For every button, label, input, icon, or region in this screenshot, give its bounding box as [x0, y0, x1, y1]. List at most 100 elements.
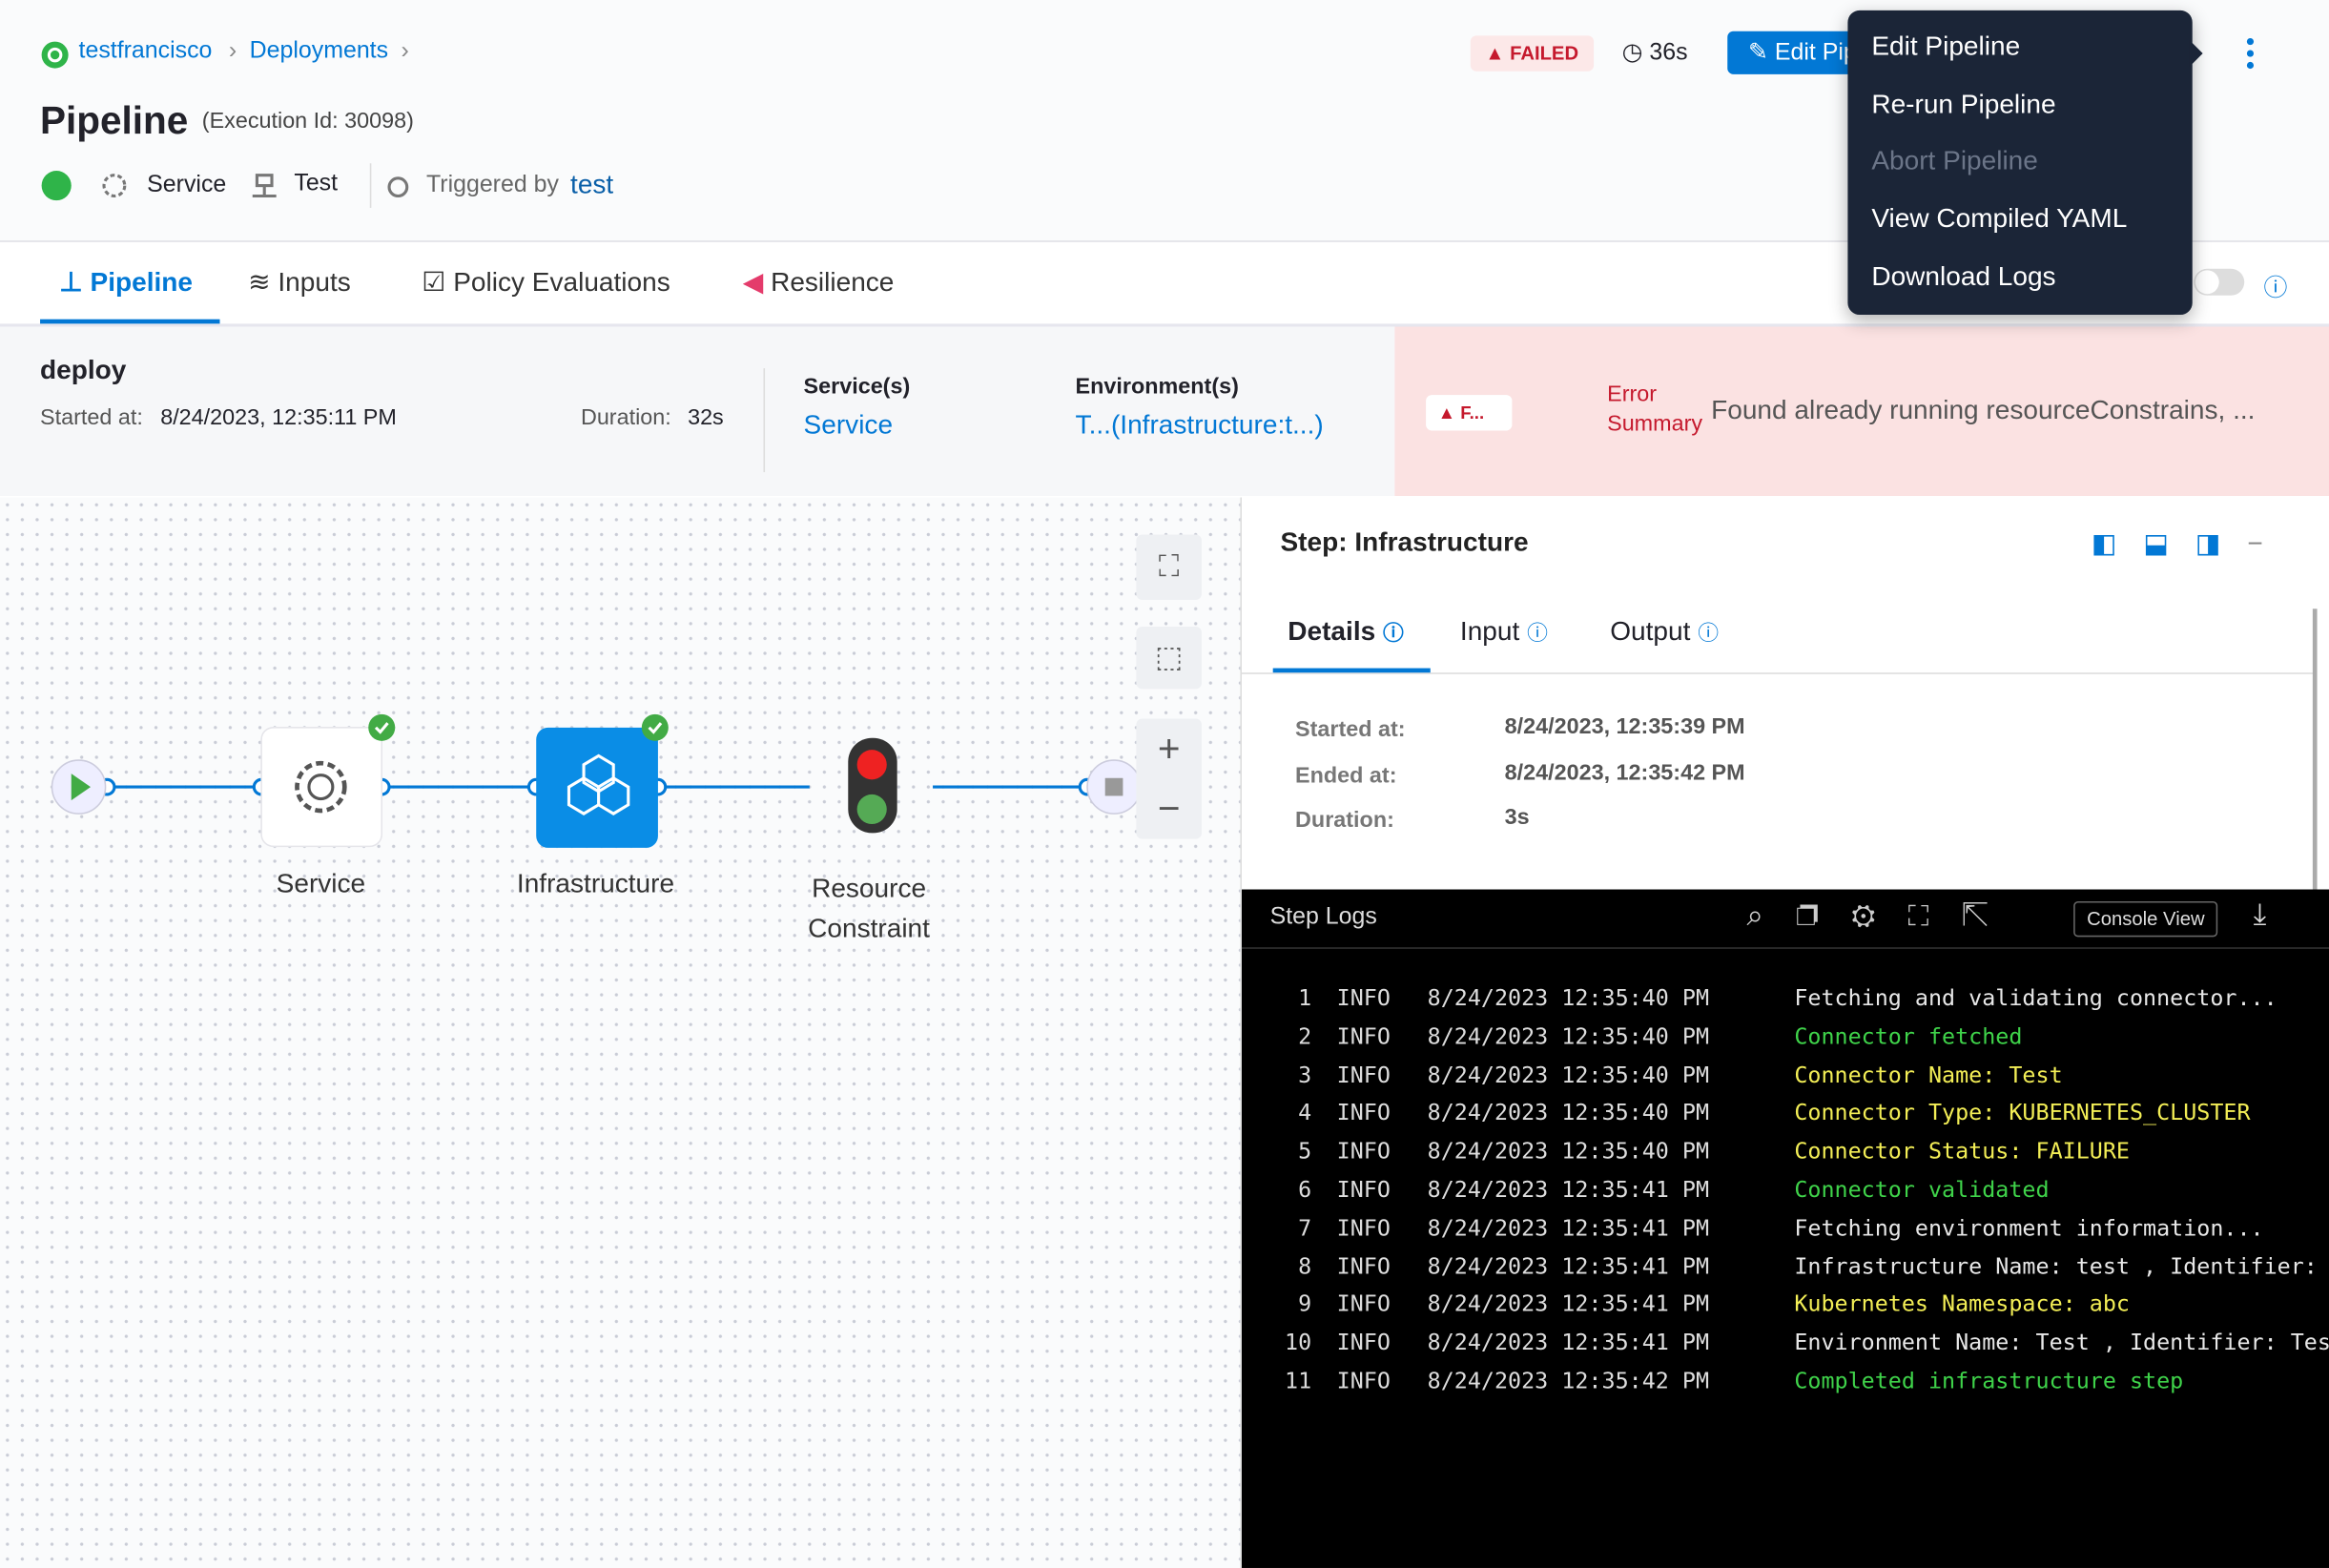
elapsed: ◷ 36s [1622, 37, 1688, 67]
zoom-controls[interactable]: +− [1136, 718, 1202, 838]
tab-indicator [1273, 669, 1431, 673]
step-tab-label: Input [1460, 616, 1519, 646]
log-number: 3 [1263, 1061, 1311, 1087]
step-tab[interactable]: Details ⓘ [1288, 616, 1404, 648]
log-message: Connector Status: FAILURE [1794, 1138, 2130, 1165]
fit-button[interactable]: ⛶ [1136, 534, 1202, 599]
started-value: 8/24/2023, 12:35:11 PM [160, 405, 397, 430]
log-number: 1 [1263, 984, 1311, 1011]
env-name: T... [1076, 410, 1111, 440]
log-time: 8/24/2023 12:35:41 PM [1428, 1214, 1709, 1241]
separator: › [229, 38, 237, 65]
log-level: INFO [1337, 1100, 1391, 1126]
menu-item[interactable]: View Compiled YAML [1871, 203, 2127, 235]
toggle[interactable] [2194, 269, 2244, 296]
divider [1242, 947, 2329, 949]
log-number: 5 [1263, 1138, 1311, 1165]
log-message: Kubernetes Namespace: abc [1794, 1290, 2130, 1317]
detail-value: 3s [1505, 805, 1530, 830]
divider [1242, 672, 2314, 674]
service-node[interactable] [261, 728, 381, 847]
node-label: Service [260, 869, 382, 900]
log-level: INFO [1337, 1176, 1391, 1203]
log-time: 8/24/2023 12:35:40 PM [1428, 1100, 1709, 1126]
duration-label: Duration: [581, 405, 671, 430]
log-message: Connector Type: KUBERNETES_CLUSTER [1794, 1100, 2250, 1126]
tab[interactable]: ◀ Resilience [743, 267, 895, 299]
error-badge: ▲ F... [1426, 395, 1512, 430]
elapsed-text: 36s [1649, 40, 1687, 65]
log-message: Infrastructure Name: test , Identifier: … [1794, 1252, 2329, 1279]
log-message: Connector Name: Test [1794, 1061, 2062, 1087]
tab[interactable]: ≋ Inputs [248, 267, 351, 299]
log-level: INFO [1337, 1214, 1391, 1241]
page-title: Pipeline [40, 98, 188, 144]
log-level: INFO [1337, 1290, 1391, 1317]
log-time: 8/24/2023 12:35:41 PM [1428, 1290, 1709, 1317]
log-message: Environment Name: Test , Identifier: Tes… [1794, 1330, 2329, 1356]
tab[interactable]: ⊥ Pipeline [59, 267, 193, 299]
detail-label: Started at: [1295, 717, 1406, 742]
project-icon [40, 169, 72, 201]
detail-value: 8/24/2023, 12:35:39 PM [1505, 714, 1745, 739]
error-label: Error Summary [1607, 381, 1714, 440]
triggered-user: test [570, 169, 613, 200]
log-time: 8/24/2023 12:35:40 PM [1428, 1138, 1709, 1165]
select-button[interactable]: ⬚ [1136, 627, 1202, 689]
execution-id: (Execution Id: 30098) [202, 109, 414, 134]
log-level: INFO [1337, 1330, 1391, 1356]
tab-label: Resilience [771, 267, 894, 297]
log-number: 10 [1263, 1330, 1311, 1356]
menu-item[interactable]: Download Logs [1871, 261, 2055, 293]
info-icon: ⓘ [2263, 267, 2287, 302]
tab-indicator [40, 320, 219, 324]
tab-label: Pipeline [91, 267, 194, 297]
console-view-button[interactable]: Console View [2073, 901, 2217, 937]
menu-item[interactable]: Edit Pipeline [1871, 31, 2020, 63]
stage-name: deploy [40, 355, 126, 386]
node-label: Infrastructure [490, 869, 701, 900]
detail-value: 8/24/2023, 12:35:42 PM [1505, 759, 1745, 784]
tab[interactable]: ☑ Policy Evaluations [422, 267, 670, 299]
node-label: Resource Constraint [794, 869, 943, 949]
log-number: 8 [1263, 1252, 1311, 1279]
log-message: Completed infrastructure step [1794, 1368, 2183, 1394]
step-tab-label: Output [1610, 616, 1690, 646]
log-tools[interactable]: ⌕❐⚙⛶⇱ [1747, 899, 2022, 934]
env-icon [250, 171, 279, 200]
log-time: 8/24/2023 12:35:40 PM [1428, 1022, 1709, 1049]
resource-constraint-node[interactable] [848, 738, 897, 834]
error-badge-text: F... [1460, 402, 1484, 423]
trigger-icon [384, 171, 411, 200]
log-number: 6 [1263, 1176, 1311, 1203]
detail-label: Ended at: [1295, 762, 1396, 787]
log-time: 8/24/2023 12:35:41 PM [1428, 1252, 1709, 1279]
log-time: 8/24/2023 12:35:41 PM [1428, 1330, 1709, 1356]
step-title: Step: Infrastructure [1280, 527, 1528, 559]
download-button[interactable]: ⤓ [2254, 898, 2267, 933]
log-level: INFO [1337, 984, 1391, 1011]
env-infra: (Infrastructure:t...) [1111, 410, 1324, 440]
env-link[interactable]: T...(Infrastructure:t...) [1076, 410, 1324, 442]
status-text: FAILED [1510, 42, 1578, 64]
pipeline-graph [0, 498, 1240, 1568]
breadcrumb[interactable]: testfrancisco [79, 38, 213, 65]
tab-label: Inputs [278, 267, 350, 297]
service-icon [99, 171, 129, 200]
menu-arrow [2190, 40, 2216, 67]
step-tab[interactable]: Output ⓘ [1610, 616, 1719, 648]
log-message: Connector validated [1794, 1176, 2049, 1203]
menu-item[interactable]: Re-run Pipeline [1871, 89, 2055, 120]
log-level: INFO [1337, 1368, 1391, 1394]
step-tab[interactable]: Input ⓘ [1460, 616, 1548, 648]
layout-buttons[interactable]: ◧⬓◨− [2092, 528, 2290, 560]
divider [370, 163, 372, 208]
more-button[interactable] [2240, 35, 2261, 71]
breadcrumb[interactable]: Deployments [250, 38, 388, 65]
log-level: INFO [1337, 1022, 1391, 1049]
service-link[interactable]: Service [804, 410, 893, 442]
meta-environment: Test [294, 171, 338, 197]
started-label: Started at: [40, 405, 143, 430]
logs-title: Step Logs [1270, 904, 1377, 931]
